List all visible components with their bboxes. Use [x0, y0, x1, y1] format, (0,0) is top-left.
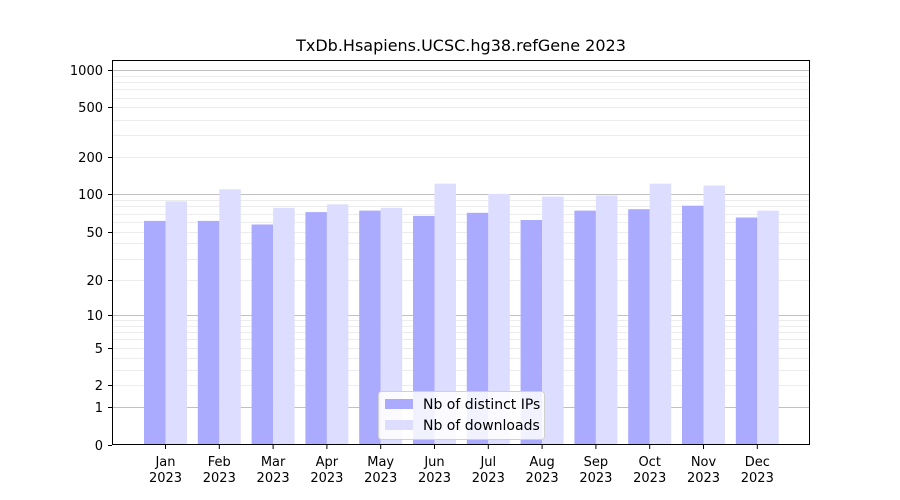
legend-box [378, 391, 545, 440]
y-tick-label: 100 [78, 188, 103, 203]
x-tick-label-year: 2023 [741, 471, 774, 486]
bar [434, 183, 456, 445]
bar [649, 183, 672, 445]
legend: Nb of distinct IPs Nb of downloads [378, 391, 545, 440]
bar [703, 185, 725, 445]
bar [628, 209, 650, 445]
x-tick-label-year: 2023 [687, 471, 720, 486]
y-tick-label: 10 [86, 309, 103, 324]
y-tick-label: 2 [95, 379, 103, 394]
x-tick-label-year: 2023 [257, 471, 290, 486]
x-tick-label-month: Sep [584, 455, 609, 470]
legend-label: Nb of downloads [423, 418, 540, 434]
bar [326, 204, 349, 445]
bar [735, 217, 758, 445]
bar [413, 215, 435, 445]
x-tick-label-year: 2023 [310, 471, 343, 486]
y-tick-label: 200 [78, 151, 103, 166]
bar [251, 224, 274, 445]
bar [165, 201, 187, 445]
y-tick-label: 5 [95, 342, 103, 357]
x-tick-label-month: Nov [691, 455, 717, 470]
y-tick-label: 50 [86, 226, 103, 241]
legend-swatch [385, 399, 413, 409]
x-tick-label-month: Aug [529, 455, 554, 470]
y-tick-label: 0 [95, 439, 103, 454]
bar [359, 210, 381, 445]
bar [197, 220, 220, 445]
y-tick-label: 1 [95, 401, 103, 416]
x-tick-label-year: 2023 [526, 471, 559, 486]
bar [380, 207, 403, 445]
bars [144, 183, 779, 445]
legend-label: Nb of distinct IPs [423, 397, 540, 413]
x-tick-label-year: 2023 [364, 471, 397, 486]
x-tick-label-month: Jun [423, 455, 444, 470]
x-tick-label-month: May [367, 455, 394, 470]
bar [466, 212, 489, 445]
x-tick-label-month: Oct [638, 455, 660, 470]
x-tick-label-month: Mar [261, 455, 286, 470]
bar [682, 205, 704, 445]
x-tick-label-year: 2023 [579, 471, 612, 486]
bar [488, 193, 510, 445]
x-tick-label-year: 2023 [149, 471, 182, 486]
y-tick-label: 20 [86, 274, 103, 289]
y-tick-label: 500 [78, 101, 103, 116]
x-tick-label-year: 2023 [472, 471, 505, 486]
x-tick-label-month: Jul [479, 455, 496, 470]
x-tick-label-month: Jan [154, 455, 175, 470]
bar [757, 210, 779, 445]
bar [574, 210, 596, 445]
x-axis: Jan2023Feb2023Mar2023Apr2023May2023Jun20… [149, 445, 774, 486]
x-tick-label-year: 2023 [418, 471, 451, 486]
y-axis: 0 1 2 5 10 20 50 100 200 500 1000 [70, 64, 112, 454]
y-tick-label: 1000 [70, 64, 103, 79]
bar [542, 196, 564, 445]
bar [273, 207, 295, 445]
bar [520, 220, 543, 445]
bar [144, 220, 166, 445]
bar [595, 195, 618, 445]
chart-title: TxDb.Hsapiens.UCSC.hg38.refGene 2023 [295, 36, 626, 55]
bar [219, 189, 241, 445]
bar [305, 212, 327, 445]
x-tick-label-month: Feb [208, 455, 231, 470]
x-tick-label-month: Apr [316, 455, 339, 470]
x-tick-label-year: 2023 [203, 471, 236, 486]
legend-swatch [385, 420, 413, 430]
x-tick-label-year: 2023 [633, 471, 666, 486]
x-tick-label-month: Dec [745, 455, 770, 470]
plot-frame [112, 60, 810, 445]
